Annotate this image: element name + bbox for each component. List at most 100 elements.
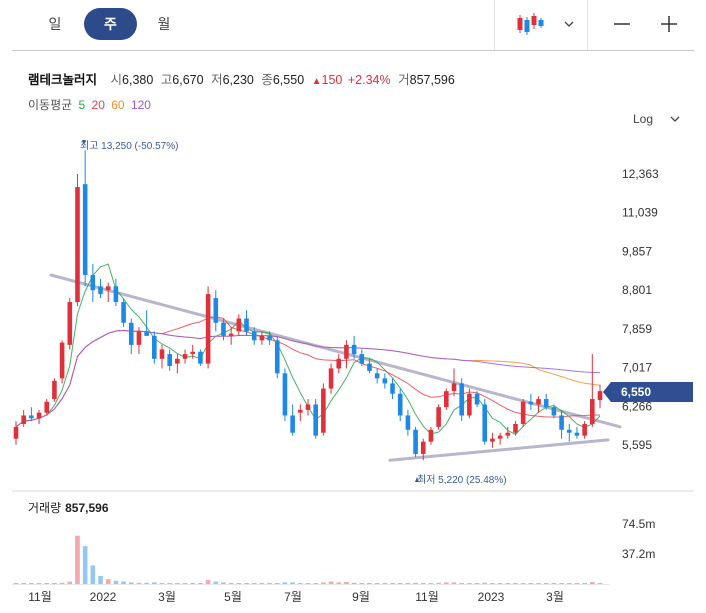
volume-bar xyxy=(36,583,42,584)
zoom-out-button[interactable] xyxy=(605,8,639,40)
candle-body xyxy=(459,383,464,416)
tab-daily[interactable]: 일 xyxy=(48,16,62,32)
all-time-high-annotation: 최고 13,250 (-50.57%) xyxy=(80,140,178,152)
volume-bar xyxy=(436,582,441,584)
low-value: 6,230 xyxy=(222,73,254,87)
volume-bar xyxy=(128,582,134,584)
volume-bar xyxy=(367,583,372,584)
volume-bar xyxy=(29,583,34,584)
high-marker-icon xyxy=(82,140,86,145)
volume-bar xyxy=(90,565,96,584)
zoom-in-button[interactable] xyxy=(652,8,686,40)
volume-bar xyxy=(474,583,480,584)
candle-body xyxy=(374,373,380,379)
volume-bar xyxy=(44,583,50,584)
all-time-low-annotation: 최저 5,220 (25.48%) xyxy=(417,474,507,486)
ma-120-line xyxy=(15,329,601,428)
volume-bar xyxy=(543,583,549,584)
trendline-resistance xyxy=(49,273,622,429)
volume-bar xyxy=(52,583,57,584)
volume-bar xyxy=(98,575,103,584)
candle-body xyxy=(290,415,295,433)
candle-body xyxy=(420,441,426,454)
volume-bar xyxy=(305,583,311,584)
candle-body xyxy=(267,335,272,341)
low-marker-icon xyxy=(415,477,419,482)
volume-bar xyxy=(405,583,411,584)
price-axis-tick: 7,017 xyxy=(622,361,652,375)
volume-bar xyxy=(482,582,488,584)
candle-body xyxy=(413,429,418,454)
tab-weekly[interactable]: 주 xyxy=(84,8,137,40)
volume-bar xyxy=(290,582,295,584)
high-value: 6,670 xyxy=(172,73,204,87)
ma-label: 이동평균 xyxy=(28,98,73,112)
candle-body xyxy=(566,429,572,433)
candle-body xyxy=(497,435,503,439)
volume-bar xyxy=(428,583,434,584)
toolbar-divider xyxy=(587,0,588,50)
plus-icon xyxy=(661,16,677,32)
chevron-down-icon xyxy=(564,21,574,27)
price-axis-tick: 12,363 xyxy=(622,167,659,181)
candle-body xyxy=(144,331,149,336)
candle-body xyxy=(36,412,42,419)
candle-body xyxy=(328,368,334,389)
candlestick-icon xyxy=(517,13,544,35)
volume-bar xyxy=(190,583,196,584)
candle-body xyxy=(543,399,549,408)
candle-body xyxy=(228,333,234,336)
x-axis-tick: 2023 xyxy=(478,590,505,604)
ma-period-60: 60 xyxy=(111,98,125,112)
volume-bar xyxy=(513,583,518,584)
candle-body xyxy=(397,393,403,416)
volume-value: 857,596 xyxy=(409,73,455,87)
candle-body xyxy=(44,401,50,413)
volume-bar xyxy=(251,583,257,584)
volume-bar xyxy=(59,582,65,584)
candle-body xyxy=(574,432,580,436)
candle-body xyxy=(52,380,57,400)
x-axis-tick: 3월 xyxy=(546,590,564,604)
candle-body xyxy=(221,322,226,336)
candle-body xyxy=(351,344,357,355)
price-axis-tick: 11,039 xyxy=(622,206,658,220)
volume-label: 거 xyxy=(398,73,410,87)
candle-body xyxy=(105,286,111,291)
candle-body xyxy=(474,393,480,405)
volume-bar xyxy=(167,583,172,584)
volume-bar xyxy=(559,583,564,584)
moving-average-legend[interactable]: 이동평균 5 20 60 120 xyxy=(28,96,151,113)
volume-bar xyxy=(336,582,342,584)
candle-body xyxy=(152,335,157,359)
tab-monthly[interactable]: 월 xyxy=(157,16,171,32)
volume-bar xyxy=(213,581,219,584)
x-axis-tick: 9월 xyxy=(352,590,370,604)
candle-body xyxy=(167,354,172,366)
volume-bar xyxy=(374,583,380,584)
chart-type-button[interactable] xyxy=(506,8,584,40)
volume-bar xyxy=(274,583,280,584)
volume-bar xyxy=(597,583,603,584)
low-label: 저 xyxy=(211,73,223,87)
volume-bar xyxy=(566,583,572,584)
scale-dropdown[interactable]: Log xyxy=(633,112,680,126)
volume-bar xyxy=(528,583,534,584)
candle-body xyxy=(67,302,73,345)
chevron-down-icon xyxy=(670,116,680,122)
volume-bar xyxy=(67,581,73,584)
minus-icon xyxy=(614,23,630,25)
ma-period-5: 5 xyxy=(78,98,86,112)
volume-bar xyxy=(321,582,326,584)
trendline-support xyxy=(388,438,610,462)
volume-bar xyxy=(244,583,249,584)
candle-body xyxy=(490,438,495,442)
volume-bar xyxy=(13,583,19,584)
candle-body xyxy=(274,340,280,374)
toolbar-divider xyxy=(494,0,495,50)
volume-bar xyxy=(382,583,388,584)
volume-bar xyxy=(259,583,265,584)
candle-body xyxy=(82,184,88,276)
volume-bar xyxy=(159,583,165,584)
